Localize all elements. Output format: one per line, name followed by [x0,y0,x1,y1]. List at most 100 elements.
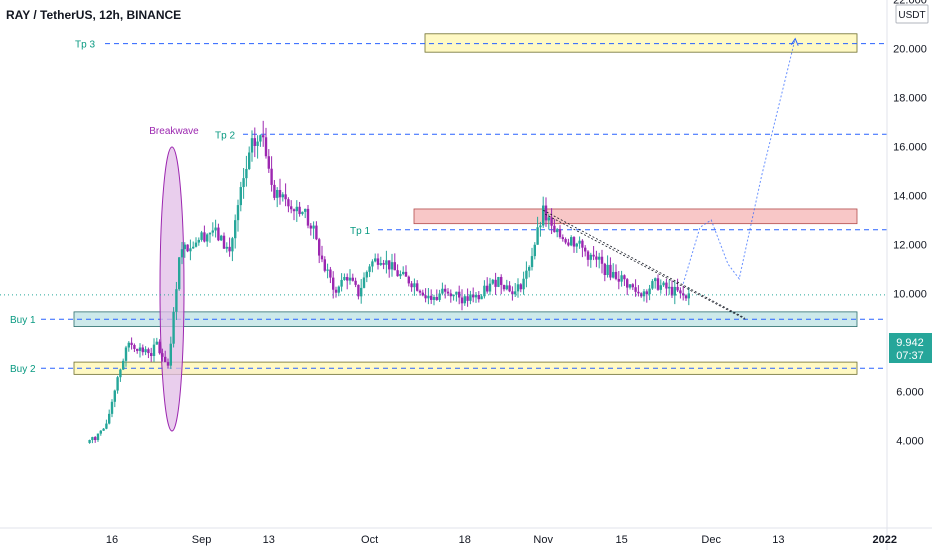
candle[interactable] [228,237,231,257]
candle[interactable] [676,278,679,293]
trendline-lower[interactable] [545,213,747,321]
candle[interactable] [432,294,436,306]
candle[interactable] [220,234,223,242]
candle[interactable] [553,219,556,233]
candle[interactable] [606,255,609,278]
candle[interactable] [362,272,366,289]
candle[interactable] [623,274,626,286]
candle[interactable] [637,285,640,297]
candle[interactable] [306,204,310,229]
candle[interactable] [522,271,525,295]
candle[interactable] [598,252,601,269]
candle[interactable] [351,273,354,282]
candle[interactable] [382,259,385,270]
candle[interactable] [620,270,623,287]
candle[interactable] [483,280,486,299]
candle[interactable] [665,278,668,296]
candle[interactable] [323,256,326,273]
candle[interactable] [477,291,480,303]
candle[interactable] [102,428,105,431]
candle[interactable] [376,253,380,270]
candle[interactable] [298,201,301,217]
candle[interactable] [530,247,534,271]
candle[interactable] [119,368,122,382]
candle[interactable] [536,216,539,245]
candle[interactable] [505,279,508,291]
candle[interactable] [136,348,139,354]
candle[interactable] [262,120,265,147]
candle[interactable] [234,214,237,249]
candle[interactable] [497,276,500,288]
candle[interactable] [469,290,472,305]
candle[interactable] [494,272,497,295]
candle[interactable] [292,208,296,221]
candle[interactable] [267,149,270,173]
candle[interactable] [332,271,335,299]
candle[interactable] [544,197,548,227]
candle[interactable] [480,294,483,300]
candle[interactable] [662,281,665,287]
candle[interactable] [105,419,108,430]
candle[interactable] [113,389,116,408]
candle[interactable] [558,225,562,239]
candle[interactable] [301,211,304,216]
candle[interactable] [183,242,186,258]
candle[interactable] [682,285,685,301]
candle[interactable] [687,287,690,306]
candle[interactable] [250,130,254,162]
candle[interactable] [334,286,338,298]
candle[interactable] [94,436,97,443]
candle[interactable] [491,278,494,285]
candle[interactable] [628,284,632,290]
candle[interactable] [130,337,133,350]
candle[interactable] [203,225,206,243]
candle[interactable] [178,257,181,291]
zone-red[interactable] [413,208,858,225]
candle[interactable] [612,263,615,279]
candle[interactable] [259,134,262,147]
candle[interactable] [609,257,612,281]
candle[interactable] [169,336,172,369]
candle[interactable] [186,244,189,253]
candle[interactable] [648,284,651,301]
candle[interactable] [379,256,382,266]
candle[interactable] [600,249,604,274]
candle[interactable] [654,277,657,289]
candle[interactable] [217,223,220,242]
candle[interactable] [572,236,576,253]
candle[interactable] [427,287,430,305]
candle[interactable] [124,345,128,367]
candle[interactable] [603,262,606,282]
candle[interactable] [346,273,349,290]
candle[interactable] [161,348,164,362]
candle[interactable] [449,289,452,303]
candle[interactable] [222,232,226,249]
candle[interactable] [388,260,391,278]
candle[interactable] [256,135,259,159]
candle[interactable] [337,285,340,297]
candle[interactable] [312,221,315,239]
candle[interactable] [99,430,102,436]
candle[interactable] [245,155,248,187]
candle[interactable] [273,180,276,201]
candle[interactable] [239,181,242,212]
candle[interactable] [508,281,511,293]
candle[interactable] [96,433,100,442]
candle[interactable] [424,288,427,303]
candle[interactable] [514,282,517,297]
candle[interactable] [290,200,293,214]
candle[interactable] [309,223,312,236]
candle[interactable] [455,291,458,302]
candle[interactable] [634,279,637,297]
candle[interactable] [595,250,598,268]
candle[interactable] [152,338,156,362]
candle[interactable] [164,350,167,363]
candle[interactable] [589,252,592,268]
candle[interactable] [511,286,514,301]
candle[interactable] [110,399,114,418]
candle[interactable] [189,239,192,261]
candle[interactable] [354,277,357,288]
candle[interactable] [581,239,584,258]
time-axis[interactable]: 16 Sep 13 Oct 18 Nov 15 Dec 13 2022 [106,534,897,546]
candle[interactable] [304,208,307,219]
